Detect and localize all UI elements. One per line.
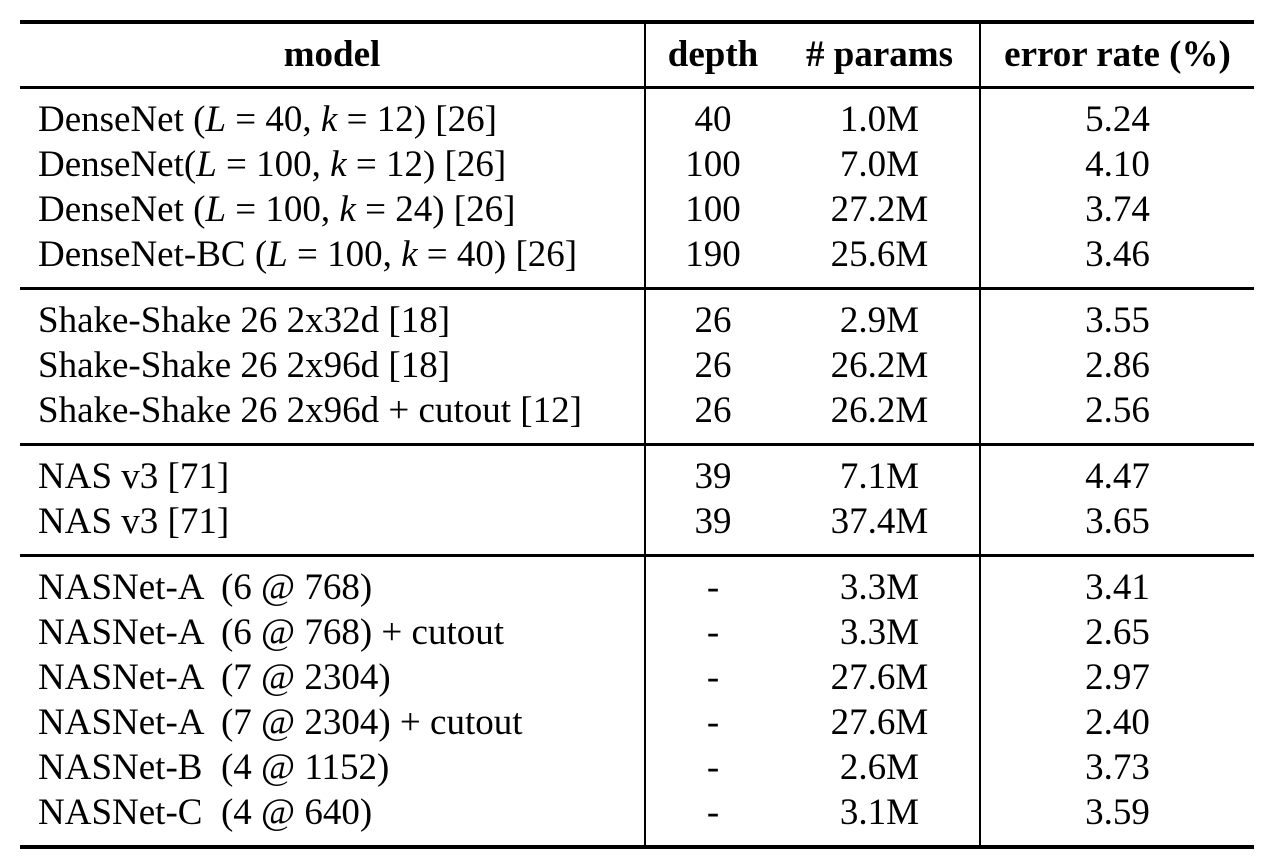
table-row: DenseNet (L = 40, k = 12) [26] 40 1.0M 5.24 — [20, 87, 1254, 143]
error-rate-cell: 2.56 — [1085, 390, 1150, 432]
error-rate-cell: 4.47 — [1085, 456, 1150, 498]
params-cell: 26.2M — [780, 389, 981, 445]
depth-cell: - — [706, 657, 720, 699]
depth-cell: - — [706, 567, 720, 609]
table-row: NASNet-A (6 @ 768) - 3.3M 3.41 — [20, 555, 1254, 611]
model-cell: NASNet-A (6 @ 768) — [20, 555, 646, 611]
error-rate-cell: 3.73 — [1085, 747, 1150, 789]
error-rate-cell: 3.46 — [1085, 234, 1150, 276]
table-row: Shake-Shake 26 2x32d [18] 26 2.9M 3.55 — [20, 288, 1254, 344]
depth-cell: 100 — [685, 144, 741, 186]
table-row: NASNet-C (4 @ 640) - 3.1M 3.59 — [20, 791, 1254, 847]
table-row: DenseNet-BC (L = 100, k = 40) [26] 190 25.… — [20, 233, 1254, 289]
params-cell: 2.6M — [780, 746, 981, 791]
error-rate-cell: 3.59 — [1085, 792, 1150, 834]
params-cell: 7.0M — [780, 143, 981, 188]
model-cell: Shake-Shake 26 2x32d [18] — [20, 288, 646, 344]
table-row: NAS v3 [71] 39 37.4M 3.65 — [20, 500, 1254, 556]
column-header-depth: depth — [667, 33, 759, 75]
depth-cell: - — [706, 792, 720, 834]
error-rate-cell: 3.41 — [1085, 567, 1150, 609]
params-cell: 37.4M — [780, 500, 981, 556]
column-header-error-rate: error rate (%) — [1004, 33, 1231, 75]
table-row: NAS v3 [71] 39 7.1M 4.47 — [20, 444, 1254, 500]
depth-cell: - — [706, 612, 720, 654]
error-rate-cell: 2.86 — [1085, 345, 1150, 387]
params-cell: 3.1M — [780, 791, 981, 847]
params-cell: 27.6M — [780, 656, 981, 701]
params-cell: 1.0M — [780, 87, 981, 143]
depth-cell: 26 — [694, 345, 732, 387]
model-cell: DenseNet(L = 100, k = 12) [26] — [20, 143, 646, 188]
model-cell: NAS v3 [71] — [20, 444, 646, 500]
model-cell: NASNet-A (6 @ 768) + cutout — [20, 611, 646, 656]
params-cell: 25.6M — [780, 233, 981, 289]
depth-cell: 39 — [694, 456, 732, 498]
depth-cell: 40 — [694, 99, 732, 141]
table-row: DenseNet(L = 100, k = 12) [26] 100 7.0M 4.1… — [20, 143, 1254, 188]
model-cell: NASNet-A (7 @ 2304) — [20, 656, 646, 701]
table-group-densenet: DenseNet (L = 40, k = 12) [26] 40 1.0M 5.24… — [20, 87, 1254, 289]
table-group-nas: NAS v3 [71] 39 7.1M 4.47 NAS v3 [71] 39 37.4M 3… — [20, 444, 1254, 556]
error-rate-cell: 2.65 — [1085, 612, 1150, 654]
table-row: Shake-Shake 26 2x96d + cutout [12] 26 26.2… — [20, 389, 1254, 445]
params-cell: 7.1M — [780, 444, 981, 500]
depth-cell: 190 — [685, 234, 741, 276]
error-rate-cell: 4.10 — [1085, 144, 1150, 186]
table-row: NASNet-A (7 @ 2304) + cutout - 27.6M 2.40 — [20, 701, 1254, 746]
error-rate-cell: 3.74 — [1085, 189, 1150, 231]
params-cell: 3.3M — [780, 555, 981, 611]
model-comparison-table: model depth # params error rate (%) Dens… — [20, 20, 1254, 849]
params-cell: 2.9M — [780, 288, 981, 344]
model-cell: DenseNet (L = 40, k = 12) [26] — [20, 87, 646, 143]
error-rate-cell: 3.65 — [1085, 501, 1150, 543]
table-header: model depth # params error rate (%) — [20, 22, 1254, 88]
depth-cell: 100 — [685, 189, 741, 231]
table-row: NASNet-A (7 @ 2304) - 27.6M 2.97 — [20, 656, 1254, 701]
params-cell: 27.2M — [780, 188, 981, 233]
table-group-shake-shake: Shake-Shake 26 2x32d [18] 26 2.9M 3.55 Shake… — [20, 288, 1254, 445]
model-cell: NAS v3 [71] — [20, 500, 646, 556]
column-header-params: # params — [780, 22, 981, 88]
params-cell: 26.2M — [780, 344, 981, 389]
params-cell: 27.6M — [780, 701, 981, 746]
error-rate-cell: 3.55 — [1085, 300, 1150, 342]
depth-cell: 26 — [694, 300, 732, 342]
params-cell: 3.3M — [780, 611, 981, 656]
error-rate-cell: 5.24 — [1085, 99, 1150, 141]
depth-cell: - — [706, 747, 720, 789]
table-row: NASNet-A (6 @ 768) + cutout - 3.3M 2.65 — [20, 611, 1254, 656]
header-row: model depth # params error rate (%) — [20, 22, 1254, 88]
column-header-model: model — [20, 22, 646, 88]
model-cell: Shake-Shake 26 2x96d + cutout [12] — [20, 389, 646, 445]
model-cell: NASNet-B (4 @ 1152) — [20, 746, 646, 791]
depth-cell: - — [706, 702, 720, 744]
table-row: DenseNet (L = 100, k = 24) [26] 100 27.2M 3… — [20, 188, 1254, 233]
table-row: NASNet-B (4 @ 1152) - 2.6M 3.73 — [20, 746, 1254, 791]
model-cell: Shake-Shake 26 2x96d [18] — [20, 344, 646, 389]
model-cell: DenseNet-BC (L = 100, k = 40) [26] — [20, 233, 646, 289]
table-row: Shake-Shake 26 2x96d [18] 26 26.2M 2.86 — [20, 344, 1254, 389]
model-cell: NASNet-A (7 @ 2304) + cutout — [20, 701, 646, 746]
error-rate-cell: 2.40 — [1085, 702, 1150, 744]
model-cell: DenseNet (L = 100, k = 24) [26] — [20, 188, 646, 233]
depth-cell: 39 — [694, 501, 732, 543]
depth-cell: 26 — [694, 390, 732, 432]
table-group-nasnet: NASNet-A (6 @ 768) -3.3M 3.41 NASNet-A (6 @… — [20, 555, 1254, 847]
error-rate-cell: 2.97 — [1085, 657, 1150, 699]
model-cell: NASNet-C (4 @ 640) — [20, 791, 646, 847]
